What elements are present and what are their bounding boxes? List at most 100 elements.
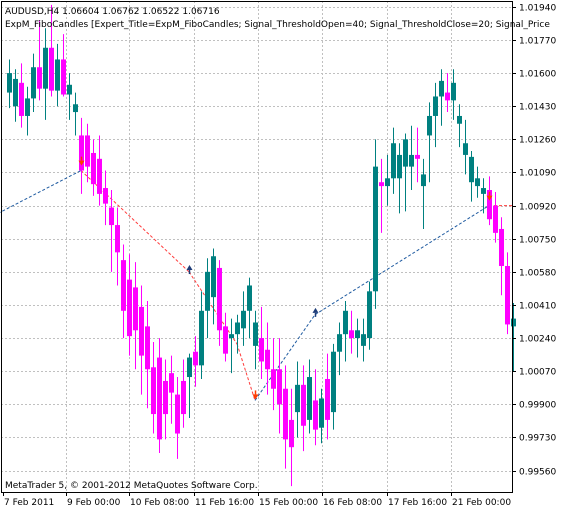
candle-body [73, 104, 78, 113]
candle-body [259, 338, 264, 362]
bull-candle [457, 104, 462, 148]
bear-candle [445, 73, 450, 113]
zigzag-segment [188, 271, 238, 345]
candle-body [289, 419, 294, 448]
y-tick-label: 1.01260 [519, 136, 556, 146]
y-tick-label: 1.01430 [519, 103, 556, 113]
x-tick-label: 17 Feb 16:00 [388, 498, 447, 508]
bull-candle [367, 281, 372, 350]
bear-candle [379, 158, 384, 233]
y-tick-label: 1.00580 [519, 269, 556, 279]
bull-candle [385, 154, 390, 206]
candle-body [343, 310, 348, 335]
candle-body [61, 59, 66, 95]
candle-body [211, 256, 216, 298]
y-tick-label: 0.99730 [519, 434, 556, 444]
bull-candle [421, 158, 426, 229]
bear-candle [127, 254, 132, 356]
chart-grid [1, 1, 512, 492]
candle-body [421, 174, 426, 187]
candle-body [181, 380, 186, 415]
bear-candle [151, 341, 156, 434]
candle-body [493, 205, 498, 233]
buy-arrow [312, 307, 319, 313]
bull-candle [361, 318, 366, 362]
copyright-footer: MetaTrader 5, © 2001-2012 MetaQuotes Sof… [5, 481, 258, 491]
bull-candle [433, 82, 438, 148]
candle-body [223, 326, 228, 354]
bull-candle [343, 301, 348, 362]
x-tick-label: 21 Feb 00:00 [452, 498, 511, 508]
candle-body [397, 154, 402, 179]
zigzag-segment [0, 170, 82, 213]
bull-candle [211, 248, 216, 325]
candle-body [229, 334, 234, 339]
y-tick-label: 0.99560 [519, 468, 556, 478]
bear-candle [259, 306, 264, 379]
candle-body [415, 154, 420, 159]
candle-body [475, 178, 480, 187]
x-tick-label: 9 Feb 00:00 [67, 498, 121, 508]
candle-body [19, 82, 24, 116]
bear-candle [313, 369, 318, 446]
bull-candle [199, 291, 204, 379]
bear-candle [493, 191, 498, 243]
bear-candle [109, 189, 114, 272]
bear-candle [217, 260, 222, 346]
bear-candle [37, 20, 42, 101]
candle-body [325, 378, 330, 420]
bull-candle [463, 119, 468, 175]
bear-candle [223, 312, 228, 362]
bull-candle [247, 277, 252, 339]
y-tick-label: 1.00410 [519, 302, 556, 312]
candle-body [337, 334, 342, 352]
candle-body [235, 322, 240, 335]
candle-body [499, 228, 504, 266]
zigzag-lines [0, 170, 513, 401]
bull-candle [409, 125, 414, 190]
symbol-header: AUDUSD,H4 1.06604 1.06762 1.06522 1.0671… [5, 7, 220, 17]
candle-body [301, 384, 306, 426]
candle-body [7, 73, 12, 93]
candle-body [127, 279, 132, 337]
candle-body [247, 285, 252, 311]
candle-body [349, 330, 354, 339]
bull-candle [307, 359, 312, 434]
candle-body [313, 400, 318, 430]
candle-body [13, 78, 18, 107]
zigzag-segment [254, 314, 316, 401]
candle-body [169, 373, 174, 393]
x-tick-label: 10 Feb 08:00 [130, 498, 189, 508]
bull-candle [13, 69, 18, 122]
candle-body [145, 326, 150, 370]
bull-candle [43, 28, 48, 120]
candle-body [295, 384, 300, 413]
x-tick-label: 16 Feb 08:00 [323, 498, 382, 508]
bear-candle [301, 365, 306, 452]
bear-candle [265, 322, 270, 395]
bear-candle [277, 338, 282, 434]
bull-candle [469, 151, 474, 202]
bull-candle [205, 258, 210, 339]
bull-candle [319, 388, 324, 444]
bear-candle [157, 338, 162, 454]
bull-candle [7, 59, 12, 109]
y-tick-label: 1.00920 [519, 203, 556, 213]
candle-body [79, 135, 84, 171]
bear-candle [499, 217, 504, 296]
candle-body [379, 182, 384, 187]
bull-candle [295, 361, 300, 438]
candle-body [205, 271, 210, 311]
candle-body [307, 377, 312, 420]
y-tick-label: 1.01770 [519, 37, 556, 47]
candle-body [481, 188, 486, 194]
zigzag-segment [314, 205, 490, 316]
candle-body [25, 98, 30, 116]
bear-candle [79, 117, 84, 194]
bear-candle [61, 34, 66, 97]
candle-body [445, 92, 450, 101]
bear-candle [91, 139, 96, 196]
candle-body [115, 225, 120, 253]
bull-candle [373, 139, 378, 309]
bear-candle [85, 123, 90, 183]
